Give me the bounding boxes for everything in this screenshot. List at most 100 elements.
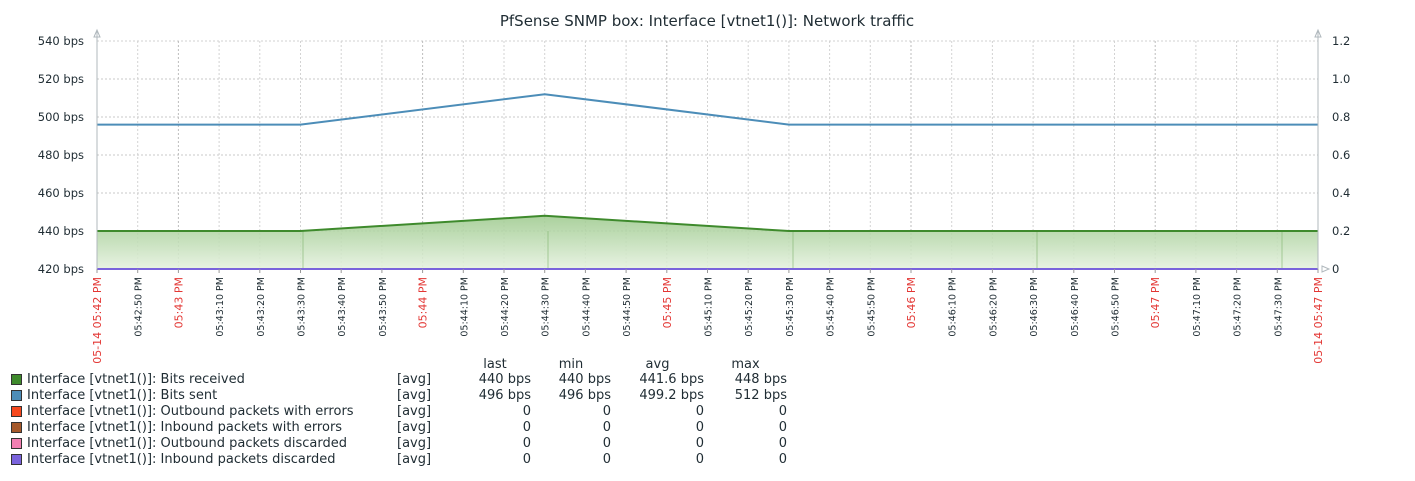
legend-function: [avg] — [397, 452, 432, 467]
x-tick-label: 05:43:50 PM — [378, 277, 389, 337]
x-axis-ticks: 05-14 05:42 PM 05:42:50 PM 05:43 PM 05:43:1… — [91, 277, 1325, 364]
legend-swatch — [11, 390, 22, 401]
legend-swatch — [11, 454, 22, 465]
left-tick-label: 500 bps — [38, 110, 84, 124]
legend-series-name: Interface [vtnet1()]: Bits received — [27, 372, 245, 387]
right-tick-label: 1.0 — [1332, 72, 1350, 86]
legend-row: Interface [vtnet1()]: Outbound packets w… — [11, 404, 787, 420]
x-tick-label: 05:44 PM — [417, 277, 430, 328]
legend-avg: 499.2 bps — [639, 388, 704, 403]
right-tick-label: 0.2 — [1332, 224, 1350, 238]
legend-max: 0 — [778, 404, 787, 419]
legend-min: 496 bps — [558, 388, 611, 403]
right-tick-label: 0.4 — [1332, 186, 1350, 200]
x-tick-label: 05:46:20 PM — [988, 277, 999, 337]
legend-last: 496 bps — [478, 388, 531, 403]
x-tick-label: 05:47 PM — [1149, 277, 1162, 328]
left-axis-arrow — [93, 28, 101, 38]
left-axis-ticks: 540 bps 520 bps 500 bps 480 bps 460 bps 440 b… — [38, 34, 84, 276]
legend-row: Interface [vtnet1()]: Inbound packets di… — [11, 452, 787, 468]
legend-max: 0 — [778, 436, 787, 451]
legend-series-name: Interface [vtnet1()]: Bits sent — [27, 388, 218, 403]
x-tick-label: 05:43:20 PM — [256, 277, 267, 337]
legend-max: 0 — [778, 452, 787, 467]
legend-row: Interface [vtnet1()]: Inbound packets wi… — [11, 420, 787, 436]
series-area-received — [97, 215, 1318, 269]
x-tick-label: 05:46:30 PM — [1029, 277, 1040, 337]
x-axis-arrow — [1321, 265, 1331, 273]
series-line-0 — [97, 214, 1318, 232]
x-tick-label: 05:44:10 PM — [459, 277, 470, 337]
legend-swatch — [11, 406, 22, 417]
right-tick-label: 1.2 — [1332, 34, 1350, 48]
chart-title: PfSense SNMP box: Interface [vtnet1()]: … — [500, 12, 914, 30]
x-tick-label: 05:43 PM — [172, 277, 185, 328]
x-tick-label: 05:47:20 PM — [1233, 277, 1244, 337]
legend-min: 0 — [602, 420, 611, 435]
legend-function: [avg] — [397, 420, 432, 435]
legend-avg: 441.6 bps — [639, 372, 704, 387]
legend-function: [avg] — [397, 388, 432, 403]
right-tick-label: 0.6 — [1332, 148, 1350, 162]
legend-max: 0 — [778, 420, 787, 435]
x-tick-label: 05:45:20 PM — [744, 277, 755, 337]
legend-max: 448 bps — [734, 372, 787, 387]
x-tick-label: 05:45:40 PM — [826, 277, 837, 337]
series-line-1 — [97, 93, 1318, 126]
right-tick-label: 0 — [1332, 262, 1339, 276]
x-tick-label: 05:43:30 PM — [297, 277, 308, 337]
left-tick-label: 540 bps — [38, 34, 84, 48]
chart-legend: last min avg max Interface [vtnet1()]: B… — [11, 358, 787, 468]
legend-min: 0 — [602, 404, 611, 419]
x-tick-label: 05:46:50 PM — [1111, 277, 1122, 337]
right-axis-ticks: 1.2 1.0 0.8 0.6 0.4 0.2 0 — [1332, 34, 1350, 276]
right-axis-arrow — [1314, 28, 1322, 38]
legend-header-max: max — [731, 357, 760, 372]
legend-series-name: Interface [vtnet1()]: Outbound packets w… — [27, 404, 354, 419]
x-tick-label: 05:44:50 PM — [622, 277, 633, 337]
x-tick-label: 05:47:10 PM — [1192, 277, 1203, 337]
legend-function: [avg] — [397, 372, 432, 387]
legend-last: 0 — [522, 452, 531, 467]
legend-header-min: min — [558, 357, 584, 372]
traffic-chart: PfSense SNMP box: Interface [vtnet1()]: … — [38, 12, 1351, 364]
left-tick-label: 480 bps — [38, 148, 84, 162]
legend-function: [avg] — [397, 404, 432, 419]
legend-avg: 0 — [695, 452, 704, 467]
axes — [93, 28, 1331, 273]
x-tick-label: 05:43:40 PM — [337, 277, 348, 337]
right-tick-label: 0.8 — [1332, 110, 1350, 124]
x-tick-label: 05:43:10 PM — [215, 277, 226, 337]
legend-avg: 0 — [695, 436, 704, 451]
x-tick-label: 05:47:30 PM — [1273, 277, 1284, 337]
legend-last: 0 — [522, 420, 531, 435]
legend-swatch — [11, 422, 22, 433]
x-tick-label: 05:44:40 PM — [581, 277, 592, 337]
x-tick-label: 05:45 PM — [661, 277, 674, 328]
legend-swatch — [11, 438, 22, 449]
x-tick-label: 05:46:40 PM — [1070, 277, 1081, 337]
left-tick-label: 420 bps — [38, 262, 84, 276]
legend-last: 440 bps — [478, 372, 531, 387]
x-tick-label: 05:42:50 PM — [134, 277, 145, 337]
x-tick-label: 05:45:50 PM — [866, 277, 877, 337]
legend-max: 512 bps — [734, 388, 787, 403]
legend-row: Interface [vtnet1()]: Bits received [avg… — [11, 372, 787, 388]
left-tick-label: 440 bps — [38, 224, 84, 238]
legend-row: Interface [vtnet1()]: Outbound packets d… — [11, 436, 787, 452]
legend-row: Interface [vtnet1()]: Bits sent [avg] 49… — [11, 388, 787, 404]
left-tick-label: 520 bps — [38, 72, 84, 86]
x-tick-label: 05:46 PM — [905, 277, 918, 328]
left-tick-label: 460 bps — [38, 186, 84, 200]
legend-series-name: Interface [vtnet1()]: Outbound packets d… — [27, 436, 347, 451]
x-tick-label: 05-14 05:42 PM — [91, 277, 104, 364]
legend-last: 0 — [522, 436, 531, 451]
legend-min: 440 bps — [558, 372, 611, 387]
legend-avg: 0 — [695, 420, 704, 435]
legend-header-last: last — [483, 357, 507, 372]
legend-series-name: Interface [vtnet1()]: Inbound packets wi… — [27, 420, 343, 435]
legend-swatch — [11, 374, 22, 385]
x-tick-label: 05:44:30 PM — [541, 277, 552, 337]
x-tick-label: 05:45:30 PM — [785, 277, 796, 337]
x-tick-label: 05:44:20 PM — [500, 277, 511, 337]
